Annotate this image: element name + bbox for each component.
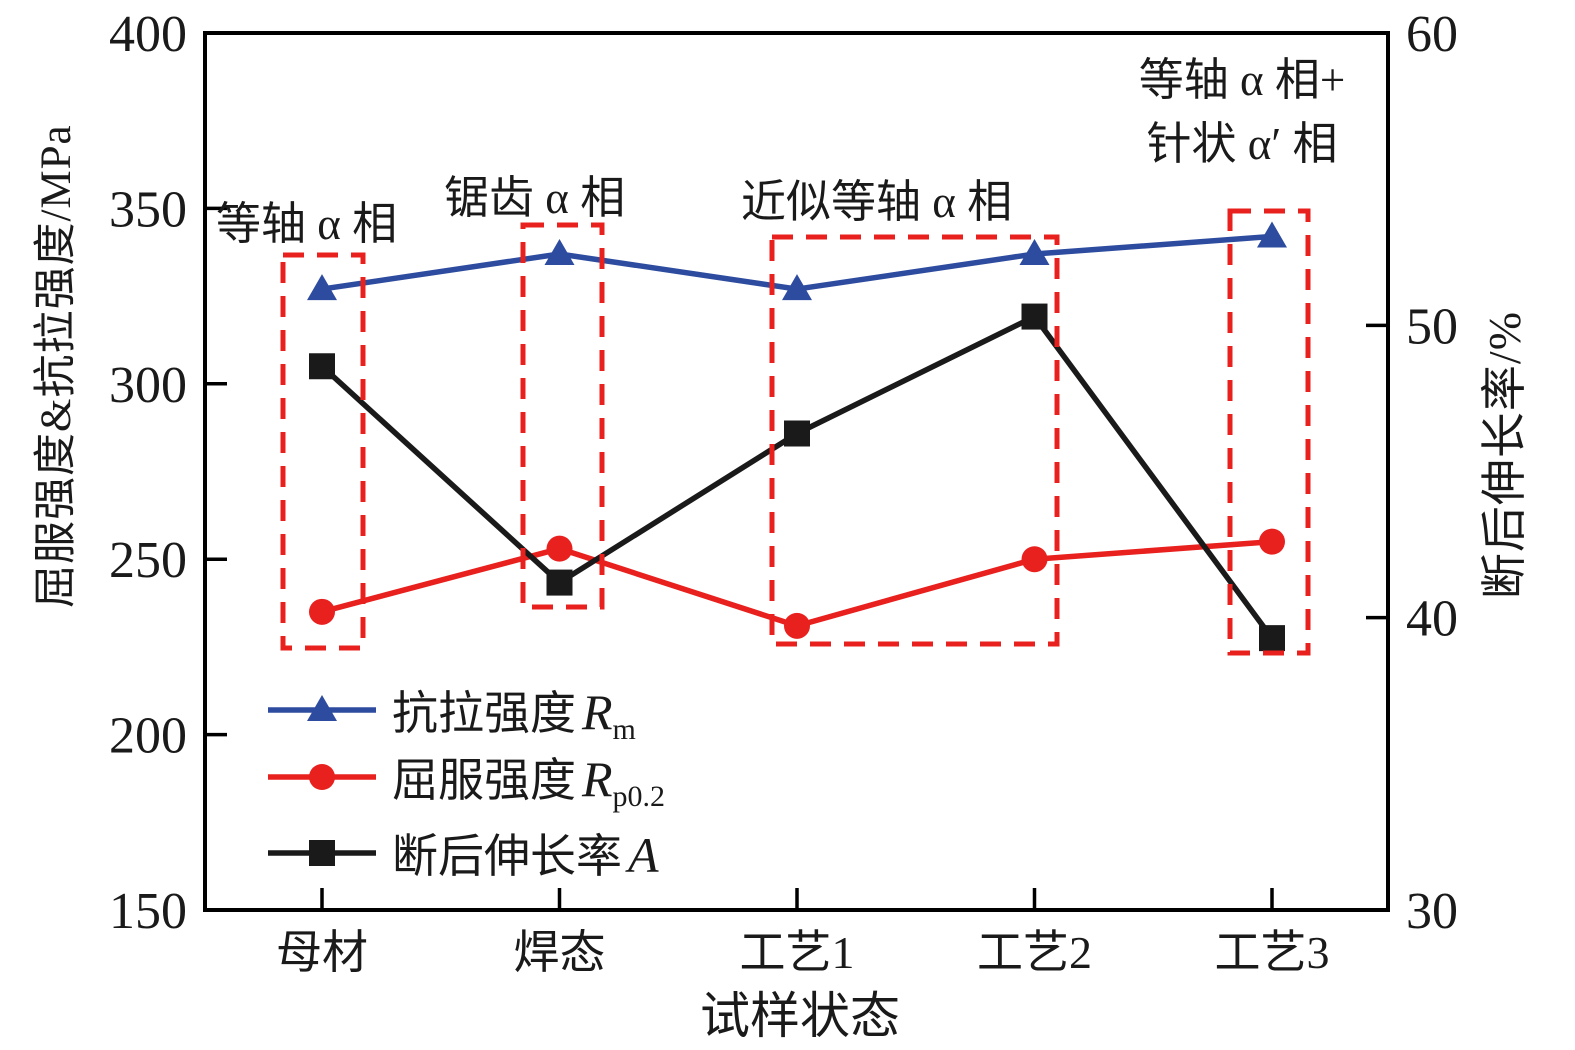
series-0 [307,221,1287,301]
marker-triangle [1257,221,1287,248]
marker-circle [546,535,573,562]
legend-label: 断后伸长率 A [392,827,659,883]
y-right-tick-label: 40 [1406,591,1458,648]
x-tick-label: 母材 [276,927,368,978]
y-right-tick-label: 50 [1406,298,1458,355]
highlight-box [520,222,605,610]
series-line [320,313,1275,640]
marker-square [784,420,810,447]
marker-circle [1259,528,1285,555]
annotation-line-2: 针状 α′ 相 [1146,119,1338,169]
x-tick-label: 焊态 [514,927,606,978]
annotation-serrated-alpha: 锯齿 α 相 [444,173,626,223]
legend-item-yield-strength: 屈服强度 Rp0.2 [264,751,665,812]
legend-marker-square [268,840,376,866]
y-left-tick-label: 150 [109,883,187,940]
y-axis-label-left: 屈服强度&抗拉强度/MPa [33,124,80,608]
marker-triangle [544,239,575,266]
y-left-tick-label: 250 [109,532,187,589]
marker-circle [309,764,335,790]
marker-triangle [1019,239,1050,266]
marker-square [1021,303,1048,330]
highlight-box [1227,208,1311,656]
marker-triangle [782,274,812,301]
marker-square [1259,625,1285,652]
series-1 [309,528,1285,639]
y-left-tick-label: 200 [109,708,187,765]
highlight-box [280,252,366,651]
legend-label: 屈服强度 Rp0.2 [392,751,666,814]
annotation-line-1: 等轴 α 相+ [1138,55,1346,105]
marker-square [309,840,335,866]
x-tick-label: 工艺3 [1215,927,1330,978]
x-axis-label: 试样状态 [700,988,900,1044]
y-left-tick-label: 300 [109,357,187,414]
y-right-tick-label: 30 [1406,883,1458,940]
legend-marker-circle [268,764,376,790]
series-2 [309,303,1285,652]
marker-square [546,569,573,596]
x-tick-label: 工艺1 [740,927,855,978]
y-left-tick-label: 350 [109,181,187,238]
annotation-equiaxed-alpha: 等轴 α 相 [216,199,398,249]
y-left-tick-label: 400 [109,6,187,63]
annotation-near-equiaxed-alpha: 近似等轴 α 相 [741,177,1013,227]
legend-item-elongation: 断后伸长率 A [264,827,659,883]
legend-item-tensile-strength: 抗拉强度 Rm [264,684,636,745]
marker-triangle [307,274,337,301]
x-tick-label: 工艺2 [977,927,1092,978]
legend-marker-triangle [268,695,376,721]
marker-circle [1021,546,1048,573]
marker-square [309,353,335,380]
legend-label: 抗拉强度 Rm [392,684,636,747]
y-axis-label-right: 断后伸长率/% [1479,310,1530,600]
y-right-tick-label: 60 [1406,6,1458,63]
marker-circle [309,598,335,625]
marker-triangle [307,695,337,721]
annotation-equiaxed-plus-acicular: 等轴 α 相+ 针状 α′ 相 [1103,48,1381,176]
marker-circle [784,612,810,639]
highlight-box [769,234,1060,647]
